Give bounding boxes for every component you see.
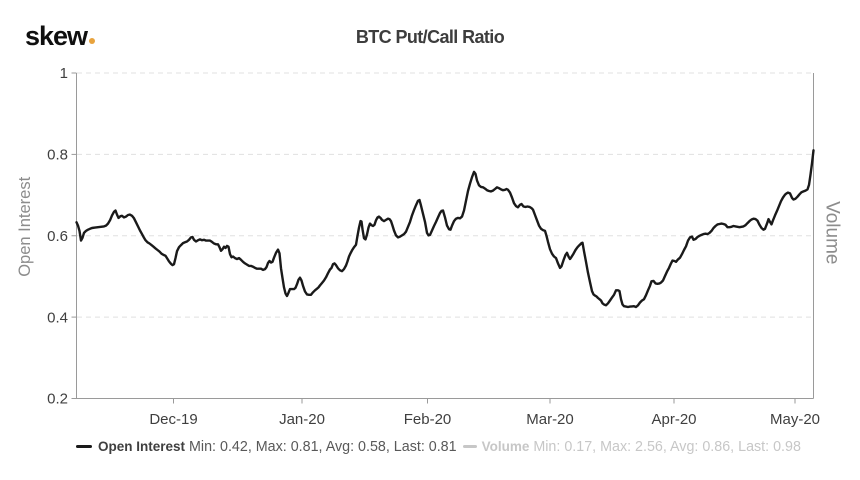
svg-text:1: 1 — [60, 65, 68, 82]
svg-text:May-20: May-20 — [770, 411, 820, 428]
svg-text:0.4: 0.4 — [47, 309, 68, 326]
svg-text:0.8: 0.8 — [47, 147, 68, 164]
svg-text:Apr-20: Apr-20 — [651, 411, 696, 428]
svg-text:Feb-20: Feb-20 — [404, 411, 452, 428]
svg-text:Volume: Volume — [822, 201, 843, 264]
svg-text:Dec-19: Dec-19 — [149, 411, 197, 428]
svg-text:0.2: 0.2 — [47, 391, 68, 408]
svg-text:Jan-20: Jan-20 — [279, 411, 325, 428]
svg-text:Open Interest: Open Interest — [16, 176, 34, 276]
svg-text:0.6: 0.6 — [47, 228, 68, 245]
svg-text:Mar-20: Mar-20 — [526, 411, 574, 428]
